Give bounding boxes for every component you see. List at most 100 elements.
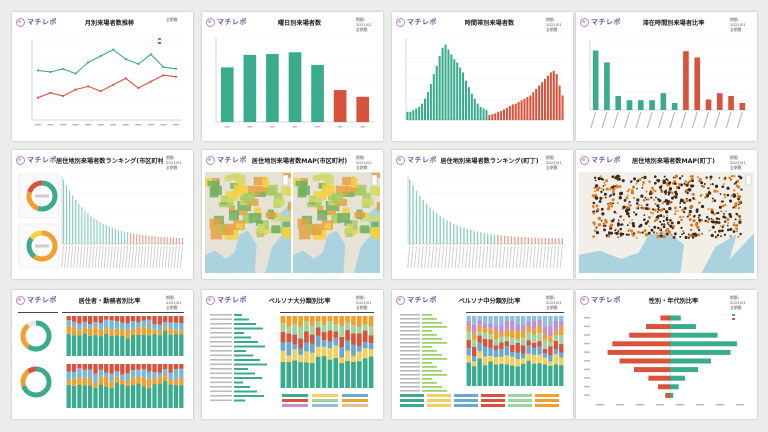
map-dot [721,204,725,208]
map-dot [718,205,722,209]
panel-monthly[interactable]: マチレポ 月別来場者数推移 全期間 [12,12,193,141]
donut-label [35,244,49,248]
map-dot [674,174,679,178]
legend-item [282,404,308,407]
bar [508,106,511,120]
stack-segment [499,333,504,337]
map-dot [648,225,651,228]
ranking-chart-town [407,175,564,269]
stack-segment [136,322,141,328]
bar [507,236,509,244]
panel-gender-age[interactable]: マチレポ 性別・年代別比率 期間: 2021/01 全期間 [576,290,757,419]
panel-city-map[interactable]: マチレポ 居住地別来場者数MAP(市区町村) 期間: 2021/01 全期間 [202,150,383,279]
bar [442,218,445,244]
x-tick-label [112,245,116,269]
panel-hourly[interactable]: マチレポ 時間帯別来場者数 期間: 2021/01 全期間 [392,12,573,141]
stack-segment [93,383,98,389]
panel-persona-major[interactable]: マチレポ ペルソナ大分類別比率 期間: 2021/01 全期間 [202,290,383,419]
map-dot [615,185,619,189]
panel-meta: 期間: 2021/01 全期間 [166,155,188,170]
map-city-right[interactable] [293,172,380,273]
map-dot [700,204,705,209]
map-dot [656,179,658,182]
stack-segment [168,329,173,335]
map-dot [652,188,655,191]
panel-weekday[interactable]: マチレポ 曜日別来場者数 期間: 2021/01 全期間 [202,12,383,141]
map-dot [618,175,621,177]
panel-city-rank[interactable]: マチレポ 居住地別来場者数ランキング(市区町村) 期間: 2021/01 全期間 [12,150,193,279]
stack-segment [298,354,303,363]
stack-segment [477,358,482,386]
stack-segment [114,364,120,372]
stack-segment [87,335,93,356]
map-region [321,184,333,196]
map-dot [721,185,725,189]
meta-range: 全期間 [546,305,558,310]
stack-segment [114,316,120,322]
stack-segment [173,384,179,408]
stack-segment [66,364,71,372]
stack-segment [548,346,553,356]
map-dot [622,218,625,221]
map-region [222,223,234,236]
bar-female [619,358,670,364]
category-label [400,342,420,344]
bar [500,235,502,244]
stack-segment [520,363,526,386]
map-city-left[interactable] [205,172,291,273]
map-dot [594,190,596,193]
map-dot [671,227,674,230]
map-dot [654,182,657,185]
x-tick-label [410,245,414,269]
legend-item [427,404,451,407]
map-town[interactable] [579,172,754,273]
map-dot [604,183,607,186]
x-tick-label [122,245,125,269]
bar [172,237,174,244]
map-region [282,221,290,228]
legend-item [535,399,559,402]
map-dot [716,233,720,237]
series-line-1 [37,74,177,99]
stack-segment [531,334,537,343]
panel-meta: 期間: 2021/01 全期間 [356,17,378,32]
map-dot [609,194,613,197]
map-dot [688,218,692,221]
map-dot [664,193,667,196]
x-tick-label [176,245,180,269]
data-point [137,86,140,90]
stack-segment [510,316,515,322]
map-dot [736,228,739,230]
stack-segment [87,378,93,386]
map-dot [705,176,708,179]
logo-icon [16,17,25,27]
stack-segment [466,339,471,349]
panel-residence[interactable]: マチレポ 居住者・勤務者別比率 期間: 2021/01 全期間 [12,290,193,419]
stack-segment [87,316,93,325]
panel-town-map[interactable]: マチレポ 居住地別来場者数MAP(町丁) 期間: 2021/01 全期間 [576,150,757,279]
x-tick-label [135,124,142,126]
stack-segment [488,347,493,357]
stack-segment [304,316,309,322]
map-dot [648,180,651,183]
map-dot [600,207,604,211]
stack-segment [304,331,309,343]
stack-segment [87,324,93,329]
stack-segment [327,341,333,349]
stack-segment [82,321,87,327]
x-tick-label [468,245,472,269]
bar [626,100,633,110]
x-tick-label [447,245,451,269]
map-dot [724,196,727,199]
panel-persona-mid[interactable]: マチレポ ペルソナ中分類別比率 期間: 2021/01 全期間 [392,290,573,419]
x-tick-label [173,245,177,269]
x-tick-label [64,245,68,269]
logo-text: マチレポ [407,156,437,164]
stack-segment [179,316,184,324]
map-dot [695,208,699,212]
data-point [137,62,140,66]
x-tick-label [134,245,138,269]
panel-stay[interactable]: マチレポ 滞在時間別来場者比率 期間: 2021/01 全期間 [576,12,757,141]
panel-town-rank[interactable]: マチレポ 居住地別来場者数ランキング(町丁) 期間: 2021/01 全期間 [392,150,573,279]
